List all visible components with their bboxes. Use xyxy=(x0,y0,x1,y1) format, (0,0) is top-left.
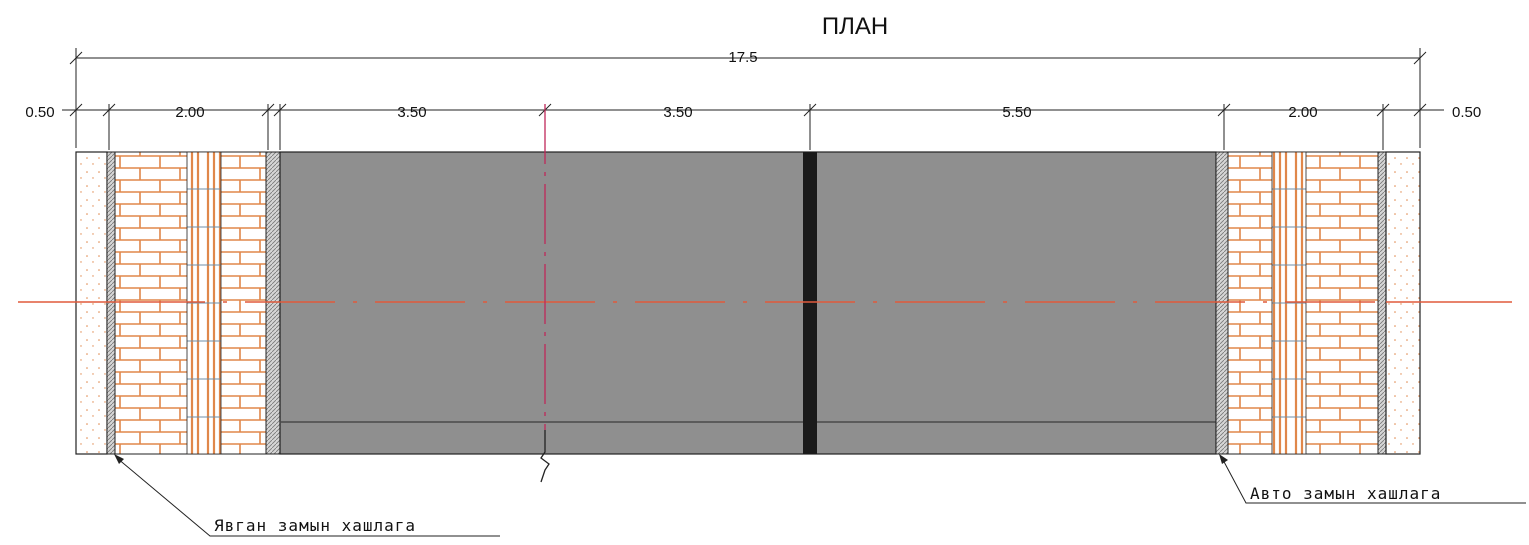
overall-dimension-label: 17.5 xyxy=(728,49,757,66)
callout-arrow-left xyxy=(114,454,124,464)
left-sidewalk-brick-band xyxy=(186,151,222,455)
right-edge-strip xyxy=(1385,151,1421,455)
segment-dimension-line xyxy=(62,103,1444,150)
left-edge-strip xyxy=(75,151,108,455)
callout-arrow-right xyxy=(1219,454,1228,464)
right-sidewalk-brick-band xyxy=(1271,151,1307,455)
carriageway-asphalt xyxy=(279,151,1217,455)
dim-label-sidewalk-right: 2.00 xyxy=(1288,104,1317,121)
median-divider xyxy=(803,152,817,454)
dim-label-lane-3: 5.50 xyxy=(1002,104,1031,121)
right-road-curb xyxy=(1215,151,1229,455)
callout-leader-left xyxy=(116,457,500,537)
left-road-curb xyxy=(265,151,281,455)
dim-label-lane-1: 3.50 xyxy=(397,104,426,121)
left-sidewalk-curb xyxy=(106,151,116,455)
dim-label-lane-2: 3.50 xyxy=(663,104,692,121)
dim-label-sidewalk-left: 2.00 xyxy=(175,104,204,121)
overall-dimension xyxy=(69,48,1427,148)
dim-label-edge-left: 0.50 xyxy=(25,104,54,121)
plan-title: ПЛАН xyxy=(822,13,888,40)
break-symbol xyxy=(540,430,550,483)
right-sidewalk-curb xyxy=(1377,151,1387,455)
callout-label-right: Авто замын хашлага xyxy=(1250,484,1441,503)
callout-leader-right xyxy=(1221,457,1526,504)
callout-label-left: Явган замын хашлага xyxy=(214,516,416,535)
dim-label-edge-right: 0.50 xyxy=(1452,104,1481,121)
